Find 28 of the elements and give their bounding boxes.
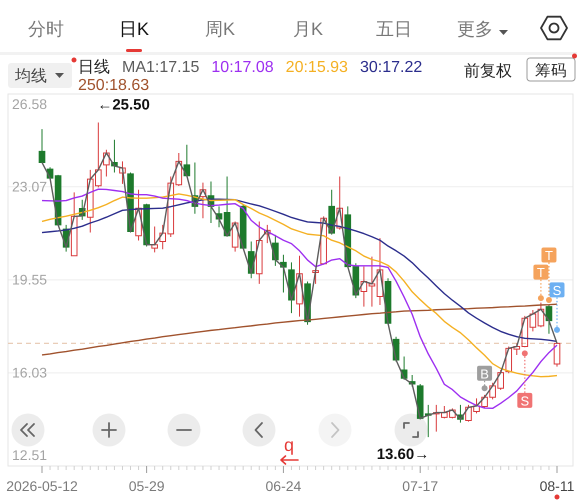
y-tick-label: 19.55 — [12, 271, 48, 288]
annotation: T — [536, 265, 545, 280]
y-tick-label: 26.58 — [12, 96, 48, 112]
x-tick-label: 06-24 — [266, 478, 302, 494]
text: 均线 — [14, 67, 47, 85]
y-tick-label: 23.07 — [12, 178, 48, 194]
x-tick-label: 05-29 — [128, 478, 165, 494]
annotation: 13.60→ — [376, 446, 430, 464]
text: 周K — [204, 19, 236, 39]
x-tick-label: 08-11 — [540, 478, 575, 494]
text: 日K — [118, 19, 150, 39]
annotation: B — [480, 366, 489, 382]
text: 五日 — [376, 19, 412, 39]
annotation: S — [520, 393, 530, 408]
annotation: ←25.50 — [97, 96, 150, 114]
annotation: T — [544, 248, 553, 263]
x-tick-label: 07-17 — [402, 478, 438, 494]
x-tick-label: 2026-05-12 — [6, 478, 78, 494]
legend: 日线 MA1:17.15 10:17.08 20:15.93 30:17.22 250:18.63 — [78, 59, 422, 94]
text: 更多 — [457, 19, 493, 39]
text: 筹码 — [535, 62, 567, 80]
y-tick-label: 12.51 — [12, 447, 48, 463]
text: 月K — [292, 19, 324, 39]
annotation: q — [284, 435, 294, 455]
text: 前复权 — [464, 62, 512, 80]
annotation: S — [552, 282, 562, 298]
y-tick-label: 16.03 — [12, 364, 48, 380]
text: 分时 — [28, 19, 64, 39]
